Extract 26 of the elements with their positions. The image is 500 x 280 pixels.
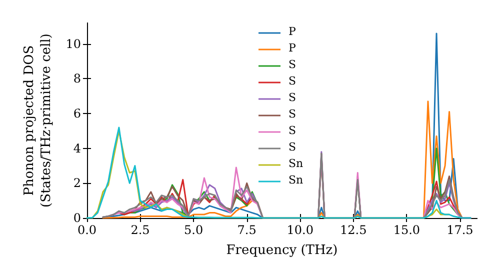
y-tick-label: 4	[73, 141, 82, 156]
x-tick-label: 7.5	[237, 223, 256, 237]
y-tick-label: 8	[73, 72, 81, 86]
legend-label: S	[288, 58, 296, 71]
y-tick-label: 6	[73, 106, 81, 121]
legend-label: P	[288, 42, 296, 54]
x-tick-label: 5.0	[184, 223, 204, 237]
legend-label: Sn	[288, 174, 304, 186]
legend-label: S	[288, 140, 296, 154]
x-axis-title: Frequency (THz)	[226, 243, 338, 258]
y-tick-label: 2	[73, 176, 81, 190]
x-tick-label: 12.5	[340, 223, 367, 237]
legend-label: S	[288, 91, 296, 104]
y-tick-label: 0	[73, 211, 81, 225]
legend-label: S	[288, 74, 296, 88]
y-tick-label: 10	[66, 36, 81, 51]
legend-label: P	[288, 25, 296, 38]
legend-label: Sn	[288, 157, 304, 170]
x-tick-label: 0.0	[77, 223, 97, 237]
legend-label: S	[288, 124, 296, 137]
legend-label: S	[288, 108, 296, 120]
x-tick-label: 10.0	[286, 223, 314, 237]
y-axis-title: Phonon projected DOS (States/THz·primitive cell)	[22, 33, 54, 208]
x-tick-label: 17.5	[446, 223, 474, 237]
x-tick-label: 2.5	[130, 223, 150, 237]
x-tick-label: 15.0	[393, 223, 420, 237]
